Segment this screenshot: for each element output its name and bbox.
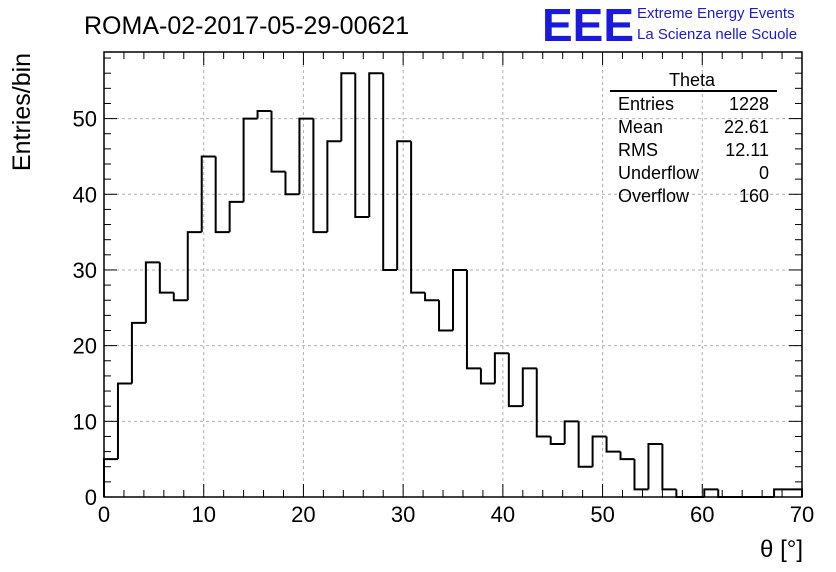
histogram-bin [410, 141, 426, 294]
y-tick-label: 10 [73, 409, 97, 434]
histogram-bin [354, 73, 370, 218]
y-tick-label: 30 [73, 258, 97, 283]
x-tick-label: 60 [690, 502, 714, 527]
histogram-bin [535, 368, 551, 438]
histogram-bin [256, 110, 272, 119]
histogram-bin [633, 459, 649, 491]
histogram-bin [382, 73, 398, 271]
histogram-bin [452, 268, 467, 331]
histogram-bin [479, 368, 495, 385]
chart-title: ROMA-02-2017-05-29-00621 [84, 12, 409, 40]
histogram-bin [493, 352, 509, 384]
y-axis-label: Entries/bin [8, 53, 36, 171]
histogram-bin [186, 231, 202, 301]
histogram-bin [605, 436, 621, 453]
histogram-bars [103, 72, 803, 498]
x-tick-label: 30 [391, 502, 415, 527]
histogram-bin [326, 140, 342, 233]
y-tick-label: 20 [73, 334, 97, 359]
x-tick-label: 0 [98, 502, 110, 527]
eee-logo-mark: EEE [542, 0, 634, 51]
stats-row-value: 12.11 [725, 140, 769, 160]
stats-row-label: Mean [618, 117, 663, 137]
x-axis-label: θ [°] [760, 536, 803, 563]
histogram-bin [661, 444, 677, 491]
histogram-bin [340, 72, 356, 142]
histogram-bin [507, 353, 523, 408]
histogram-bin [773, 488, 789, 497]
histogram-bin [438, 300, 453, 332]
histogram-bin [396, 140, 412, 270]
histogram-bin [717, 489, 733, 498]
histogram-bin [298, 117, 314, 195]
axis-ticks [103, 52, 803, 498]
stats-row-value: 1228 [729, 94, 769, 114]
eee-logo-line1: Extreme Energy Events [637, 5, 795, 22]
histogram-bin [424, 292, 440, 302]
histogram-bin [703, 488, 719, 497]
histogram-bin [228, 200, 244, 233]
grid-lines [104, 52, 802, 497]
stats-row-value: 0 [759, 163, 769, 183]
histogram-bin [788, 488, 803, 497]
x-tick-label: 70 [790, 502, 814, 527]
stats-row-value: 160 [739, 186, 769, 206]
stats-row-label: Entries [618, 94, 674, 114]
axes-frame [103, 51, 803, 498]
histogram-bin [284, 171, 300, 196]
histogram-bin [563, 420, 579, 445]
stats-row-value: 22.61 [724, 117, 769, 137]
histogram-bin [368, 72, 384, 217]
histogram-bin [647, 443, 663, 490]
histogram-bin [312, 118, 328, 234]
histogram-bin [130, 321, 146, 384]
histogram-bin [158, 262, 174, 294]
stats-title: Theta [669, 70, 716, 90]
tick-labels: 0 10 20 30 40 50 60 70 0 10 20 30 40 50 [73, 107, 815, 527]
eee-logo: EEE Extreme Energy Events La Scienza nel… [542, 0, 797, 51]
histogram-bin [549, 436, 565, 446]
histogram-bin [675, 489, 691, 498]
eee-logo-line2: La Scienza nelle Scuole [637, 26, 797, 43]
histogram-bin [214, 156, 230, 234]
histogram-bin [591, 435, 607, 467]
histogram-bin [521, 367, 537, 407]
histogram-bin [465, 269, 481, 370]
x-tick-label: 20 [291, 502, 315, 527]
histogram-bin [144, 261, 160, 323]
y-tick-label: 0 [85, 485, 97, 510]
stats-box: Theta Entries 1228 Mean 22.61 RMS 12.11 Underf… [610, 70, 777, 206]
stats-row-label: Underflow [618, 163, 700, 183]
histogram-bin [116, 382, 132, 460]
histogram-bin [242, 117, 258, 202]
histogram-bin [200, 155, 216, 233]
histogram-bin [270, 111, 286, 173]
y-tick-label: 50 [73, 107, 97, 132]
histogram-bin [619, 451, 635, 461]
stats-row-label: Overflow [618, 186, 690, 206]
stats-row-label: RMS [618, 140, 658, 160]
histogram-bin [103, 458, 118, 497]
x-tick-label: 50 [590, 502, 614, 527]
x-tick-label: 10 [191, 502, 215, 527]
x-tick-label: 40 [491, 502, 515, 527]
y-tick-label: 40 [73, 182, 97, 207]
histogram-bin [172, 292, 188, 302]
plot-frame [103, 51, 803, 498]
stats-rows: Entries 1228 Mean 22.61 RMS 12.11 Underflow 0 Ov… [618, 94, 769, 206]
histogram-bin [577, 421, 593, 468]
